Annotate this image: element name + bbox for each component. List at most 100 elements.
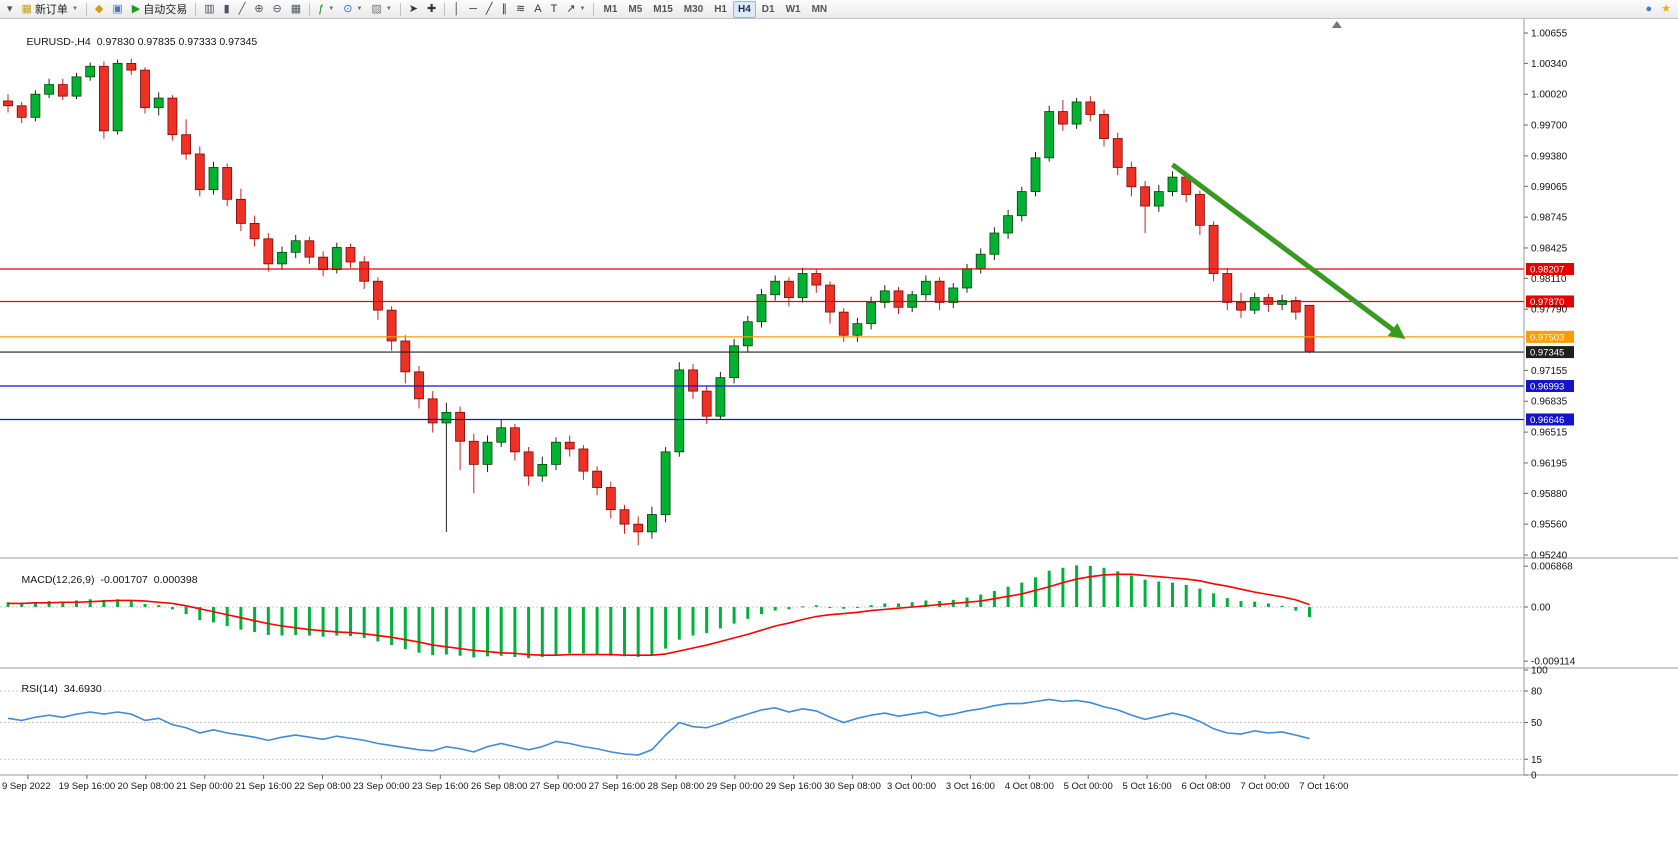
timeframe-w1-button[interactable]: W1 [785, 3, 801, 15]
timeframe-m1-button[interactable]: M1 [603, 3, 618, 15]
time-axis-label: 28 Sep 08:00 [648, 781, 705, 792]
macd-histogram-bar [801, 606, 805, 608]
price-axis-label: 0.95240 [1531, 551, 1568, 562]
candle-body [578, 448, 589, 472]
macd-histogram-bar [746, 607, 750, 619]
candle-body [1222, 273, 1233, 303]
candle-body [742, 321, 753, 347]
candle-body [427, 398, 438, 424]
candle-body [3, 100, 13, 107]
candle-body [181, 134, 192, 155]
candle-body [729, 345, 739, 379]
macd-histogram-bar [390, 607, 394, 646]
trend-arrow-head[interactable] [1387, 323, 1406, 340]
candle-body [249, 222, 260, 240]
horizontal-line-icon: ─ [469, 2, 477, 15]
timeframe-d1-button[interactable]: D1 [761, 3, 775, 15]
macd-histogram-bar [266, 607, 270, 635]
timeframe-m30-button[interactable]: M30 [683, 3, 704, 15]
zoom-in-icon[interactable]: ⊕ [250, 1, 267, 18]
autotrade-button[interactable]: ▶ 自动交易 [128, 1, 191, 18]
macd-histogram-bar [1157, 581, 1161, 607]
timeframe-m5-button[interactable]: M5 [628, 3, 643, 15]
zoom-out-icon[interactable]: ⊖ [269, 1, 286, 18]
fibonacci-icon[interactable]: ≋ [512, 1, 529, 18]
macd-histogram-bar [609, 607, 613, 656]
rsi-axis-label: 80 [1531, 687, 1543, 698]
periods-icon[interactable]: ⊙ ▼ [339, 1, 366, 18]
line-chart-type-icon[interactable]: ╱ [235, 1, 250, 18]
crosshair-icon[interactable]: ✚ [423, 1, 440, 18]
candle-body [235, 198, 246, 224]
macd-histogram-bar [1102, 567, 1106, 607]
community-icon[interactable]: ● [1641, 1, 1656, 18]
time-axis-label: 23 Sep 16:00 [412, 781, 469, 792]
price-chart-canvas[interactable]: 0.98207 0.97870 0.97503 0.97345 0.96993 0.966… [0, 19, 1678, 844]
chart-background [0, 19, 1678, 844]
toolbar-separator [85, 2, 87, 16]
horizontal-line-icon[interactable]: ─ [465, 1, 481, 18]
time-axis-label: 4 Oct 08:00 [1005, 781, 1054, 792]
candle-body [414, 371, 424, 400]
macd-histogram-bar [1116, 571, 1120, 607]
macd-histogram-bar [623, 607, 626, 657]
macd-histogram-bar [732, 607, 736, 624]
candle-body [1099, 114, 1109, 139]
cursor-icon[interactable]: ➤ [405, 1, 422, 18]
text-label-icon[interactable]: T [547, 1, 562, 18]
macd-histogram-bar [170, 607, 174, 610]
arrow-objects-icon[interactable]: ↗ ▼ [562, 1, 589, 18]
candlestick-chart-type-icon[interactable]: ▮ [220, 1, 234, 18]
periods-icon: ⊙ [343, 2, 353, 15]
text-label-icon: T [550, 2, 558, 15]
candle-body [16, 105, 27, 118]
macd-histogram-bar [554, 607, 558, 655]
equidistant-channel-icon[interactable]: ∥ [498, 1, 512, 18]
timeframe-h4-button[interactable]: H4 [733, 0, 756, 18]
macd-histogram-bar [33, 602, 37, 607]
macd-histogram-bar [636, 607, 640, 657]
candle-body [1140, 186, 1150, 207]
chart-shift-marker[interactable] [1331, 21, 1342, 28]
main-toolbar: ▾ ▦ 新订单 ▼ ◆ ▣ ▶ 自动交易 ▥ ▮ ╱ ⊕ ⊖ ▦ ƒ ▼ ⊙ ▼ ▨ ▼ ➤ ✚ │ ─ ╱ ∥ ≋ A T ↗ ▼ M1 M5… [0, 0, 1678, 19]
timeframe-mn-button[interactable]: MN [811, 3, 828, 15]
candle-body [441, 411, 452, 424]
tile-windows-icon[interactable]: ▦ [287, 1, 305, 18]
candle-body [592, 470, 602, 488]
autotrade-button-label: 自动交易 [143, 4, 188, 16]
mql5-market-icon[interactable]: ◆ [91, 1, 107, 18]
candle-body [921, 280, 931, 296]
candle-body [633, 523, 644, 533]
indicators-icon[interactable]: ƒ ▼ [314, 1, 338, 18]
macd-histogram-bar [910, 602, 914, 607]
new-order-icon: ▦ [21, 2, 32, 15]
trend-arrow-line[interactable] [1171, 162, 1399, 336]
timeframe-m15-button[interactable]: M15 [653, 3, 673, 15]
macd-histogram-bar [1034, 577, 1037, 607]
macd-histogram-bar [842, 607, 846, 609]
new-order-button[interactable]: ▦ 新订单 ▼ [18, 1, 82, 18]
price-axis-label: 0.98425 [1531, 243, 1568, 254]
trendline-icon[interactable]: ╱ [482, 1, 497, 18]
macd-histogram-bar [1047, 570, 1051, 607]
price-axis-label: 0.99700 [1531, 121, 1568, 132]
macd-histogram-bar [568, 607, 572, 654]
candle-body [57, 84, 68, 97]
symbol-caret-icon[interactable]: ▾ [3, 1, 17, 18]
text-icon[interactable]: A [530, 1, 545, 18]
market-watch-icon[interactable]: ▣ [108, 1, 126, 18]
timeframe-h1-button[interactable]: H1 [714, 3, 727, 15]
bar-chart-type-icon[interactable]: ▥ [200, 1, 218, 18]
macd-histogram-bar [1020, 582, 1024, 607]
pivot-line-badge [1526, 330, 1574, 343]
candle-body [797, 273, 808, 299]
price-axis-label: 0.98110 [1531, 274, 1567, 285]
candle-body [701, 390, 712, 417]
community-icon: ● [1645, 2, 1653, 15]
candle-body [277, 251, 287, 265]
vertical-line-icon[interactable]: │ [449, 1, 464, 18]
favorites-icon[interactable]: ★ [1657, 1, 1675, 18]
templates-icon[interactable]: ▨ ▼ [367, 1, 395, 18]
candle-body [715, 377, 726, 417]
arrow-objects-icon: ↗ [566, 2, 576, 15]
